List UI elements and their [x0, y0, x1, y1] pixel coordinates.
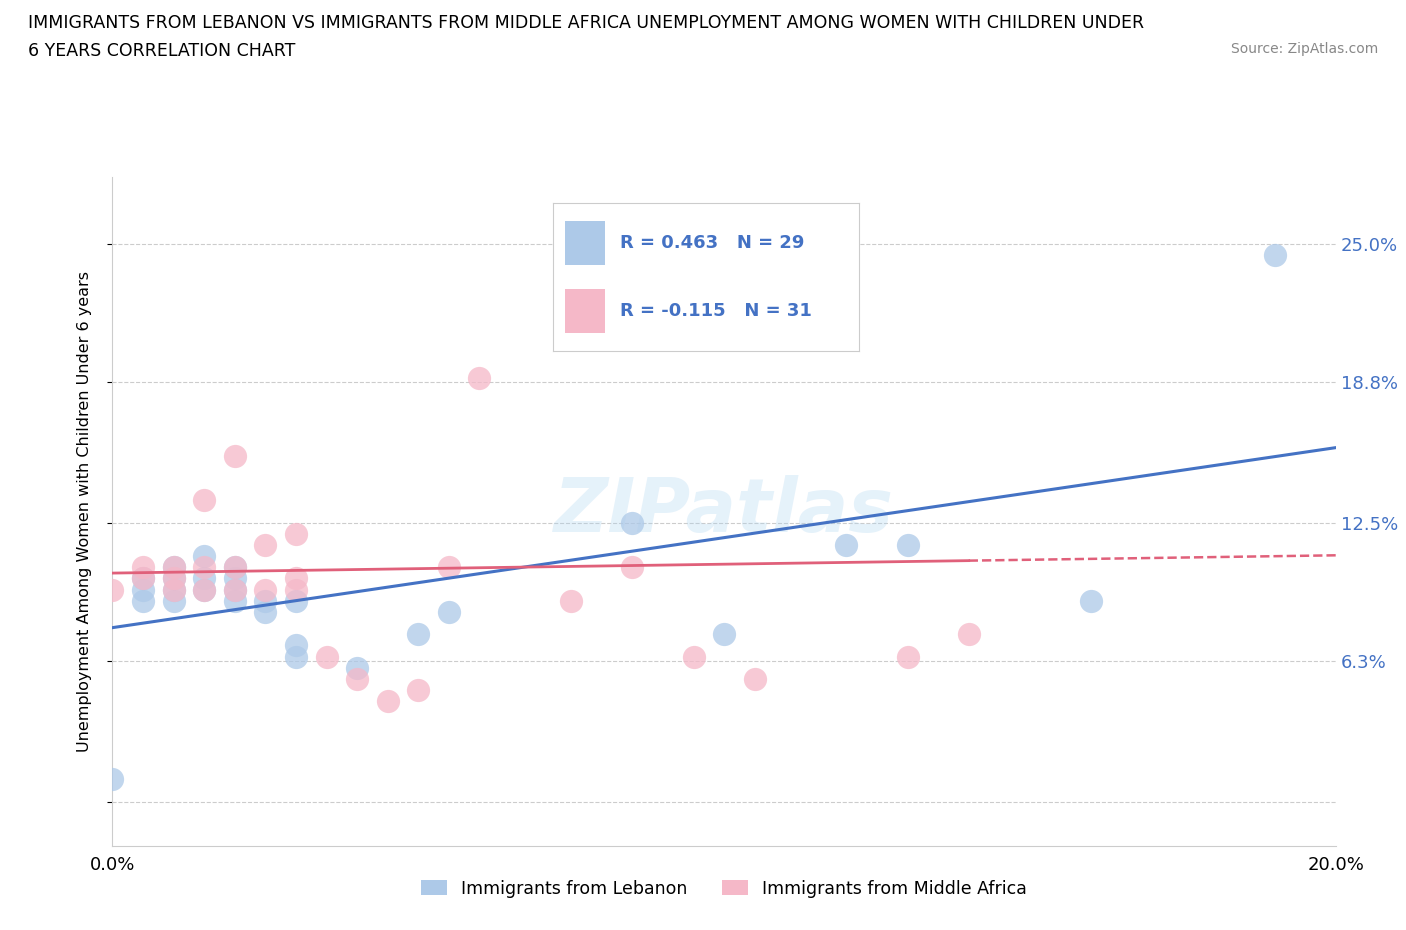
Y-axis label: Unemployment Among Women with Children Under 6 years: Unemployment Among Women with Children U…: [77, 271, 91, 752]
Point: [193, 560, 215, 575]
Point: [346, 671, 368, 686]
Point: [957, 627, 980, 642]
Point: [163, 560, 186, 575]
Point: [254, 593, 277, 608]
Point: [775, 270, 797, 285]
Point: [408, 627, 430, 642]
Point: [132, 571, 155, 586]
Point: [284, 649, 308, 664]
Point: [621, 515, 644, 530]
Point: [132, 560, 155, 575]
Point: [101, 582, 124, 597]
Point: [284, 593, 308, 608]
Point: [132, 593, 155, 608]
Point: [346, 660, 368, 675]
Text: 6 YEARS CORRELATION CHART: 6 YEARS CORRELATION CHART: [28, 42, 295, 60]
Point: [284, 571, 308, 586]
Point: [835, 538, 858, 552]
Point: [897, 649, 920, 664]
Point: [254, 582, 277, 597]
Point: [1264, 247, 1286, 262]
Point: [468, 370, 491, 385]
Point: [437, 604, 460, 619]
Point: [193, 571, 215, 586]
Point: [193, 582, 215, 597]
Point: [163, 582, 186, 597]
Point: [132, 582, 155, 597]
Point: [284, 526, 308, 541]
Point: [163, 593, 186, 608]
Point: [163, 571, 186, 586]
Point: [224, 582, 246, 597]
Point: [284, 582, 308, 597]
Legend: Immigrants from Lebanon, Immigrants from Middle Africa: Immigrants from Lebanon, Immigrants from…: [415, 872, 1033, 905]
Point: [713, 627, 735, 642]
Point: [163, 560, 186, 575]
Point: [744, 671, 766, 686]
Point: [224, 593, 246, 608]
Point: [224, 560, 246, 575]
Point: [193, 549, 215, 564]
Point: [224, 571, 246, 586]
Point: [591, 314, 613, 329]
Point: [193, 493, 215, 508]
Point: [224, 560, 246, 575]
Point: [132, 571, 155, 586]
Point: [682, 649, 704, 664]
Point: [621, 560, 644, 575]
Point: [377, 694, 399, 709]
Point: [408, 683, 430, 698]
Point: [193, 582, 215, 597]
Text: Source: ZipAtlas.com: Source: ZipAtlas.com: [1230, 42, 1378, 56]
Text: ZIPatlas: ZIPatlas: [554, 475, 894, 548]
Point: [101, 772, 124, 787]
Point: [163, 582, 186, 597]
Point: [315, 649, 337, 664]
Point: [163, 571, 186, 586]
Point: [897, 538, 920, 552]
Point: [437, 560, 460, 575]
Point: [254, 604, 277, 619]
Point: [284, 638, 308, 653]
Text: IMMIGRANTS FROM LEBANON VS IMMIGRANTS FROM MIDDLE AFRICA UNEMPLOYMENT AMONG WOME: IMMIGRANTS FROM LEBANON VS IMMIGRANTS FR…: [28, 14, 1144, 32]
Point: [560, 593, 582, 608]
Point: [254, 538, 277, 552]
Point: [224, 582, 246, 597]
Point: [1080, 593, 1102, 608]
Point: [224, 448, 246, 463]
